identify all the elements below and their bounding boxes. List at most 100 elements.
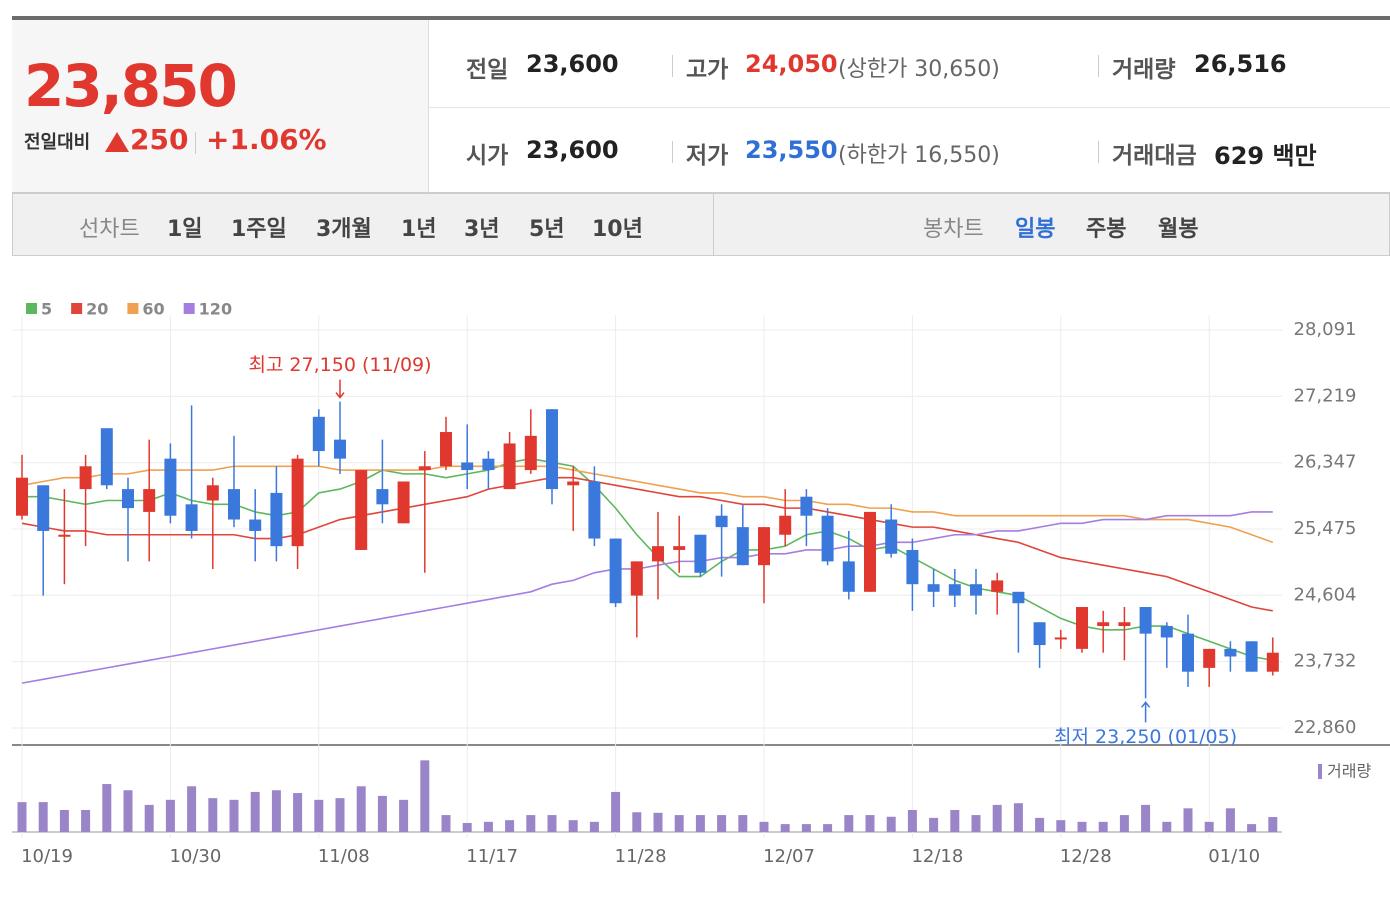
volume-bar: [738, 815, 748, 832]
volume-bar: [1056, 820, 1066, 832]
candle-body: [1054, 637, 1067, 640]
candle-body: [228, 489, 240, 520]
stat-label: 전일: [466, 57, 509, 83]
volume-bar: [1268, 817, 1278, 832]
volume-bar: [144, 804, 154, 832]
volume-bar: [886, 816, 896, 832]
candle-body: [842, 561, 855, 592]
candle-body: [906, 549, 919, 585]
volume-bar: [314, 799, 324, 832]
volume-bar: [17, 802, 27, 832]
volume-bar: [165, 799, 175, 832]
stat-value: 23,600: [526, 136, 619, 164]
legend-label: 120: [199, 300, 232, 319]
volume-bar: [1162, 821, 1172, 832]
volume-bar: [653, 812, 663, 832]
y-tick-label: 23,732: [1294, 651, 1357, 672]
candle-body: [991, 580, 1004, 592]
candle-body: [1182, 633, 1194, 672]
volume-bar: [208, 798, 218, 832]
change-rate: +1.06%: [206, 123, 327, 156]
volume-bar: [717, 815, 727, 832]
legend-label: 5: [41, 300, 52, 319]
candle-body: [1224, 648, 1237, 657]
tab[interactable]: 10년: [592, 217, 643, 242]
volume-bar: [271, 790, 281, 832]
high-annotation: 최고 27,150 (11/09): [248, 354, 431, 376]
candle-body: [1139, 607, 1152, 634]
candle-body: [970, 584, 982, 596]
tab[interactable]: 주봉: [1086, 217, 1127, 242]
candle-body: [1266, 652, 1279, 672]
volume-bar: [780, 824, 790, 832]
candle-body: [1076, 607, 1088, 649]
moving-average-line: [22, 457, 1273, 662]
volume-bar: [1035, 817, 1045, 832]
candle-body: [1033, 622, 1046, 646]
volume-bar: [1077, 821, 1087, 832]
tab[interactable]: 1주일: [231, 217, 287, 242]
annotation-arrow: [1141, 701, 1151, 723]
volume-bar: [293, 793, 303, 832]
tab-bar: 선차트 1일 1주일 3개월 1년 3년 5년 10년 봉차트 일봉 주봉 월봉: [12, 193, 1390, 256]
legend-swatch: [127, 303, 139, 314]
volume-bar: [1225, 808, 1235, 832]
candle-body: [334, 439, 346, 459]
divider: [713, 194, 714, 255]
candle-body: [546, 409, 558, 490]
volume-bar: [483, 821, 493, 832]
volume-bar: [759, 821, 769, 832]
candle-body: [461, 462, 474, 471]
legend-swatch: [1318, 764, 1322, 779]
volume-bar: [1141, 804, 1151, 832]
candle-body: [418, 466, 431, 471]
stat-value: 24,050: [745, 50, 838, 78]
tab[interactable]: 3년: [464, 217, 500, 242]
candle-body: [1245, 641, 1258, 672]
volume-bar: [81, 809, 91, 832]
volume-bar: [971, 815, 981, 832]
volume-bar: [674, 815, 684, 832]
candle-body: [397, 481, 410, 524]
change-label: 전일대비: [24, 132, 91, 153]
tab[interactable]: 1일: [167, 217, 203, 242]
row-divider: [429, 107, 1390, 108]
volume-bar: [1204, 821, 1214, 832]
stat-value: 26,516: [1194, 50, 1287, 78]
volume-bar: [377, 795, 387, 832]
y-tick-label: 25,475: [1294, 518, 1357, 539]
tab[interactable]: 3개월: [316, 217, 372, 242]
change: 250: [130, 123, 189, 156]
separator: [1098, 55, 1099, 77]
volume-bar: [1247, 824, 1257, 832]
tab[interactable]: 월봉: [1158, 217, 1199, 242]
candle-body: [588, 481, 601, 539]
candle-body: [779, 515, 792, 535]
volume-bar: [950, 809, 960, 832]
volume-bar: [611, 791, 621, 832]
candle-body: [122, 489, 134, 509]
volume-bar: [632, 812, 642, 832]
volume-bar: [929, 817, 939, 832]
tab[interactable]: 5년: [529, 217, 565, 242]
candle-body: [524, 435, 537, 471]
candle-body: [1118, 622, 1131, 627]
candle-body: [58, 534, 71, 537]
candle-body: [440, 432, 452, 467]
legend-label: 60: [142, 300, 164, 319]
candle-body: [736, 527, 749, 566]
volume-bar: [420, 760, 430, 832]
tab-active[interactable]: 일봉: [1015, 217, 1056, 242]
volume-bar: [250, 791, 260, 832]
candle-body: [503, 443, 516, 490]
x-tick-label: 12/07: [763, 846, 815, 867]
x-tick-label: 01/10: [1208, 846, 1260, 867]
volume-bar: [123, 790, 133, 832]
tab[interactable]: 1년: [401, 217, 437, 242]
candle-body: [185, 504, 198, 531]
volume-bar: [59, 809, 69, 832]
candle-body: [482, 458, 495, 471]
legend-swatch: [183, 303, 195, 314]
volume-bar: [865, 815, 875, 832]
